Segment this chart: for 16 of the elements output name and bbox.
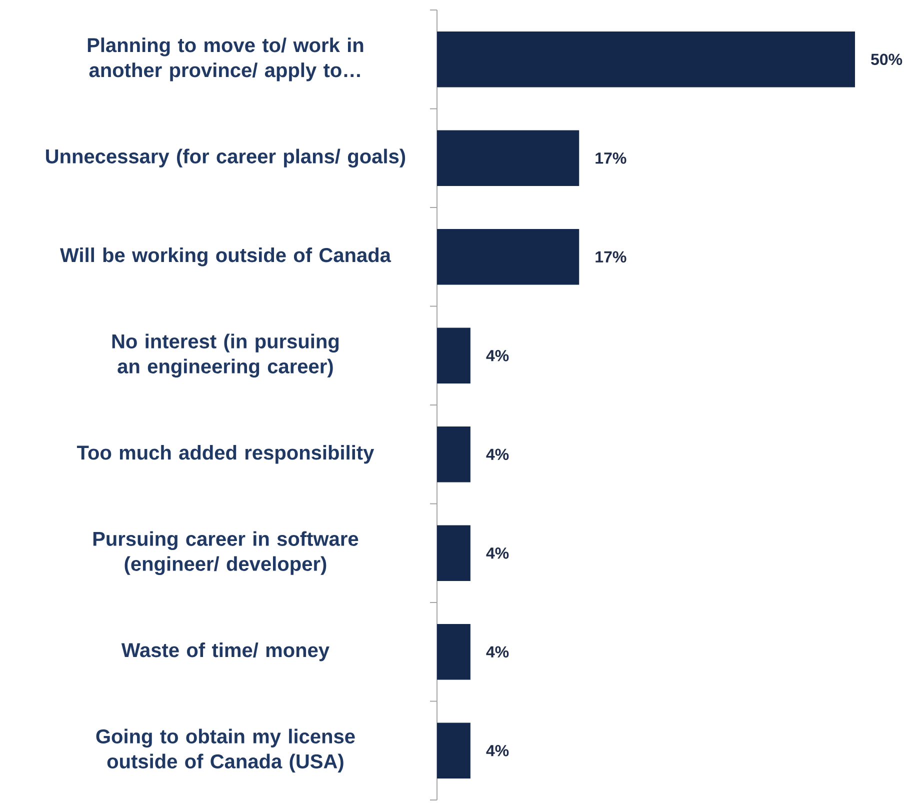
y-tick-label: Pursuing career in software (engineer/ developer)	[93, 531, 358, 575]
y-tick-label: Too much added responsibility	[76, 445, 374, 464]
data-label: 4%	[486, 744, 509, 756]
data-label: 17%	[596, 152, 626, 164]
y-tick-label: Will be working outside of Canada	[60, 248, 392, 266]
data-label: 4%	[486, 547, 509, 559]
data-label: 50%	[871, 54, 902, 66]
y-tick-label: Unnecessary (for career plans/ goals)	[46, 148, 406, 168]
y-tick-label: Planning to move to/ work in another province/ apply to…	[88, 38, 364, 82]
data-label: 4%	[486, 448, 509, 460]
data-label: 4%	[486, 350, 509, 362]
data-label: 17%	[596, 251, 626, 263]
data-label: 4%	[486, 646, 509, 658]
y-tick-label: Waste of time/ money	[121, 642, 330, 662]
y-tick-label: No interest (in pursuing an engineering career)	[112, 334, 339, 378]
y-tick-label: Going to obtain my license outside of Canada (USA)	[96, 728, 355, 772]
